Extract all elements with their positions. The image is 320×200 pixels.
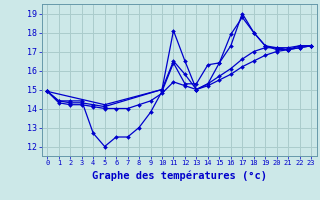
X-axis label: Graphe des températures (°c): Graphe des températures (°c) [92, 170, 267, 181]
